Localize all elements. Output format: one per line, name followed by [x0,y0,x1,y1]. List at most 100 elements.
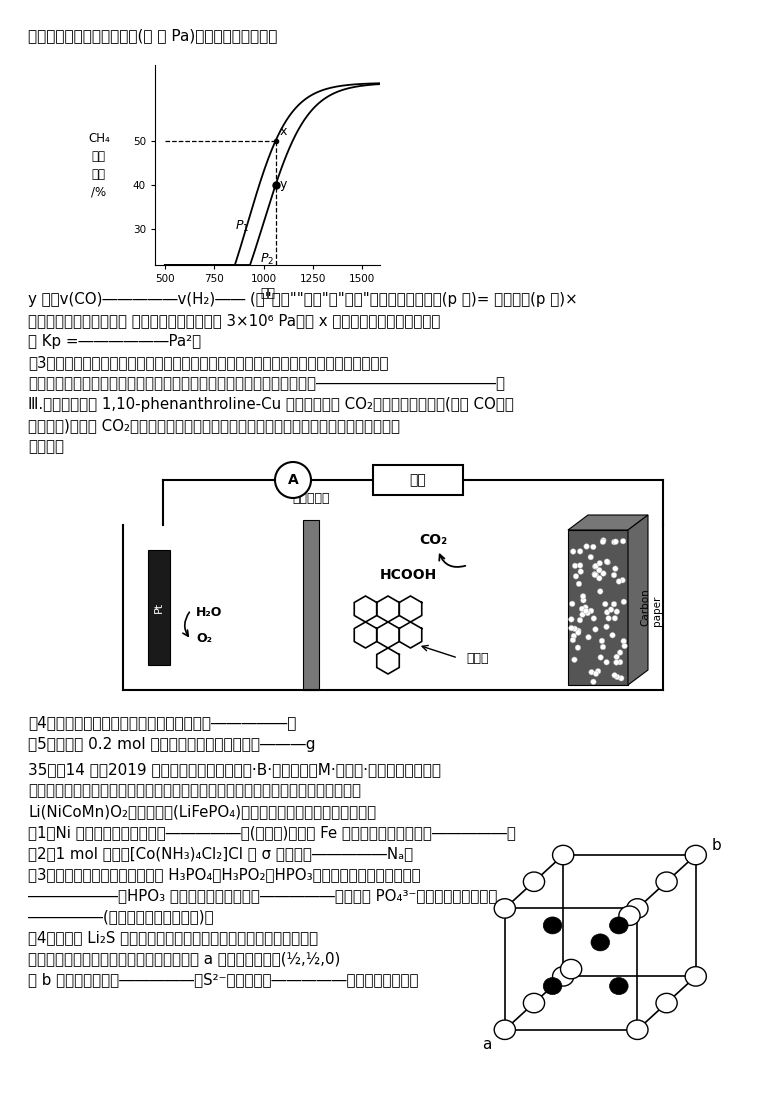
Circle shape [614,654,619,660]
Circle shape [597,576,602,581]
Circle shape [577,563,583,568]
Text: Carbon
paper: Carbon paper [640,589,661,627]
Circle shape [608,607,614,612]
Circle shape [588,555,594,560]
Circle shape [592,572,597,578]
Circle shape [592,564,598,569]
Text: 烃和酸等)是减少 CO₂在大气中累积和实现可再生能源有效利用的关键手段，其装置原理如: 烃和酸等)是减少 CO₂在大气中累积和实现可再生能源有效利用的关键手段，其装置原… [28,418,400,433]
Circle shape [613,539,619,545]
Circle shape [627,1020,648,1039]
Circle shape [612,673,618,678]
Circle shape [561,960,582,978]
Circle shape [570,638,576,643]
Circle shape [552,845,574,865]
Circle shape [569,625,574,631]
Circle shape [569,617,574,622]
Circle shape [617,650,623,655]
Circle shape [656,994,677,1013]
Text: （2）1 mol 配合物[Co(NH₃)₄Cl₂]Cl 含 σ 键数目为―――――Nₐ。: （2）1 mol 配合物[Co(NH₃)₄Cl₂]Cl 含 σ 键数目为――――… [28,846,413,861]
Text: a: a [482,1037,491,1052]
Circle shape [615,674,620,679]
Text: （4）硫化锂 Li₂S 的纳米晶体是开发先进锂电池的关键材料，硫化锂: （4）硫化锂 Li₂S 的纳米晶体是开发先进锂电池的关键材料，硫化锂 [28,930,318,945]
Text: 的平衡转化率与温度及压强(单 位 Pa)的关系如右图所示。: 的平衡转化率与温度及压强(单 位 Pa)的关系如右图所示。 [28,28,278,43]
Circle shape [617,660,623,665]
Circle shape [627,899,648,918]
Bar [303,520,319,690]
Circle shape [604,559,611,565]
Circle shape [589,670,594,675]
Circle shape [614,609,619,614]
Circle shape [597,560,603,566]
Text: $P_2$: $P_2$ [260,251,274,267]
Circle shape [604,610,610,615]
Text: （1）Ni 在元素周期表的位置是―――――区(填分区)，基态 Fe 原子的价电子排布式为―――――。: （1）Ni 在元素周期表的位置是―――――区(填分区)，基态 Fe 原子的价电子… [28,825,516,840]
Circle shape [601,537,606,544]
Circle shape [601,570,606,576]
Text: y 点：v(CO)―――――v(H₂)―― (填"大于""小于"或"等于"）。已知气体分压(p 分)= 气体总压(p 总)×: y 点：v(CO)―――――v(H₂)―― (填"大于""小于"或"等于"）。已… [28,292,578,307]
Text: ――――――，HPO₃ 中心原子的杂化方式是―――――，写出与 PO₄³⁻互为等电子体的离子: ――――――，HPO₃ 中心原子的杂化方式是―――――，写出与 PO₄³⁻互为等… [28,888,498,903]
Circle shape [523,994,544,1013]
Circle shape [552,966,574,986]
Circle shape [593,627,598,632]
Polygon shape [568,515,648,531]
Circle shape [612,601,617,607]
Text: O₂: O₂ [196,632,212,644]
Text: $P_1$: $P_1$ [235,218,249,234]
Text: y: y [279,179,286,191]
Text: 中通入空气，得到单质硫并使吸收液再生。写出再生反应的化学方程式：――――――――――――。: 中通入空气，得到单质硫并使吸收液再生。写出再生反应的化学方程式：――――――――… [28,376,505,390]
Circle shape [569,601,575,607]
Circle shape [592,571,597,577]
Circle shape [573,574,579,579]
Circle shape [571,633,576,639]
Circle shape [583,544,590,549]
Circle shape [610,917,628,934]
Circle shape [590,679,596,685]
Text: A: A [288,473,299,488]
Circle shape [604,660,609,665]
Circle shape [591,934,610,951]
Circle shape [543,917,562,934]
Circle shape [621,639,626,644]
Text: 则 b 处微粒的坐标是―――――；S²⁻的配位数是―――――；若硫化锂晶体的: 则 b 处微粒的坐标是―――――；S²⁻的配位数是―――――；若硫化锂晶体的 [28,972,419,987]
Circle shape [599,638,604,644]
Text: （5）每转移 0.2 mol 电子，阳极室溶液质量减少―――g: （5）每转移 0.2 mol 电子，阳极室溶液质量减少―――g [28,737,315,752]
Circle shape [572,627,577,632]
Circle shape [600,539,606,545]
Circle shape [620,578,626,583]
Text: （3）磷元素可以形成多种含氧酸 H₃PO₄、H₃PO₂、HPO₃，这四种酸中酸性最强的是: （3）磷元素可以形成多种含氧酸 H₃PO₄、H₃PO₂、HPO₃，这四种酸中酸性… [28,867,420,882]
Circle shape [578,569,583,575]
Circle shape [576,630,581,635]
Circle shape [580,593,586,599]
Circle shape [573,563,578,568]
Circle shape [598,655,604,661]
Text: Li(NiCoMn)O₂或磷酸鐵锂(LiFePO₄)等为正极材料。请回答下列问题：: Li(NiCoMn)O₂或磷酸鐵锂(LiFePO₄)等为正极材料。请回答下列问题… [28,804,376,820]
Circle shape [597,589,603,595]
Circle shape [616,579,622,585]
Circle shape [612,615,618,621]
Circle shape [576,628,581,633]
Text: ―――――(写离子符号，任写两个)。: ―――――(写离子符号，任写两个)。 [28,909,214,924]
Text: Pt: Pt [154,602,164,613]
Circle shape [576,581,582,587]
Circle shape [570,548,576,555]
Text: 质子交换膜: 质子交换膜 [292,492,330,505]
Text: CO₂: CO₂ [419,533,447,547]
Circle shape [585,610,590,615]
Circle shape [612,566,618,571]
Circle shape [495,899,516,918]
Circle shape [543,977,562,995]
Circle shape [577,548,583,554]
Text: 气体的物质的量分数。若 平衡时气体的总压强为 3×10⁶ Pa，求 x 点对应温度下反应的平衡常: 气体的物质的量分数。若 平衡时气体的总压强为 3×10⁶ Pa，求 x 点对应温… [28,313,441,328]
Circle shape [594,671,599,676]
Circle shape [620,538,626,544]
Circle shape [619,675,624,681]
Text: 数 Kp =――――――Pa²。: 数 Kp =――――――Pa²。 [28,334,201,349]
Text: 的晶体为反萨石结构，其晶胞结构如图。若 a 处微粒的坐标是(½,½,0): 的晶体为反萨石结构，其晶胞结构如图。若 a 处微粒的坐标是(½,½,0) [28,951,340,966]
Circle shape [577,618,583,623]
Polygon shape [568,531,628,685]
Circle shape [523,872,544,891]
Circle shape [591,615,597,621]
Text: （4）电池工作过程中，阴极的电极反应式为―――――。: （4）电池工作过程中，阴极的电极反应式为―――――。 [28,715,296,730]
Text: 图所示。: 图所示。 [28,439,64,454]
Bar [148,550,170,665]
